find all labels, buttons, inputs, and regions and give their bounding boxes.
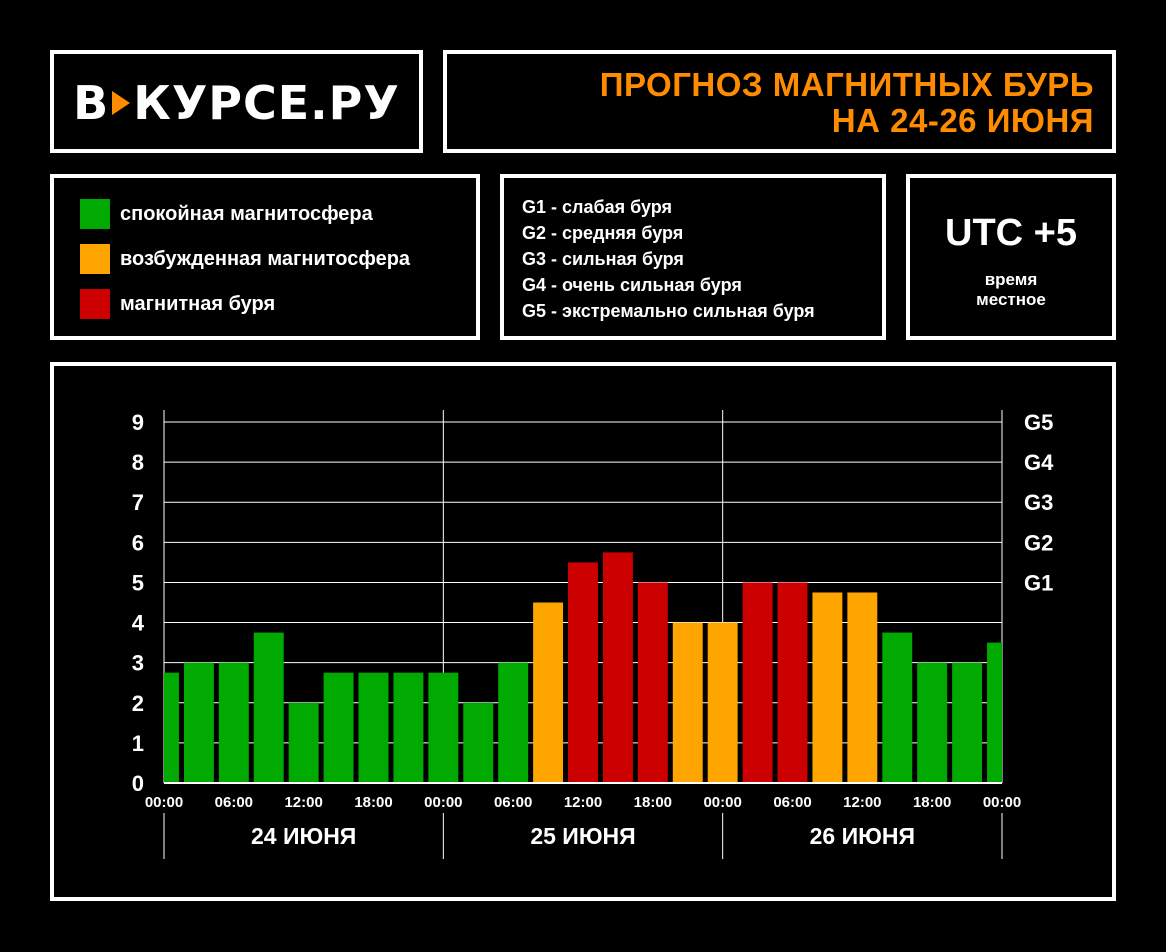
y-tick-label: 4 bbox=[132, 611, 145, 636]
y-tick-label: 7 bbox=[132, 490, 144, 515]
g-tick-label: G3 bbox=[1024, 490, 1053, 515]
bar bbox=[742, 582, 773, 783]
logo-box: В КУРСЕ.РУ bbox=[50, 50, 423, 153]
g-level-item: G2 - средняя буря bbox=[522, 223, 684, 243]
x-tick-label: 00:00 bbox=[983, 794, 1021, 811]
x-tick-label: 06:00 bbox=[494, 794, 532, 811]
bar bbox=[393, 672, 424, 783]
logo: В КУРСЕ.РУ bbox=[54, 76, 419, 130]
bar bbox=[498, 662, 529, 783]
x-tick-label: 12:00 bbox=[564, 794, 602, 811]
bar bbox=[847, 592, 878, 783]
timezone-label: UTC +5 bbox=[945, 212, 1077, 254]
bar bbox=[602, 552, 633, 783]
legend-label: спокойная магнитосфера bbox=[120, 202, 373, 225]
x-tick-label: 18:00 bbox=[634, 794, 672, 811]
y-tick-label: 3 bbox=[132, 651, 144, 676]
timezone-sub-line-2: местное bbox=[976, 290, 1046, 309]
x-tick-label: 00:00 bbox=[145, 794, 183, 811]
legend-item-storm: магнитная буря bbox=[80, 289, 275, 319]
page-title: ПРОГНОЗ МАГНИТНЫХ БУРЬ НА 24-26 ИЮНЯ bbox=[600, 67, 1094, 139]
g-level-item: G4 - очень сильная буря bbox=[522, 275, 742, 295]
g-tick-label: G4 bbox=[1024, 450, 1054, 475]
legend-label: магнитная буря bbox=[120, 292, 276, 315]
bar bbox=[568, 562, 598, 783]
chart-box: 0 1 2 3 4 5 6 7 8 9 G1 G2 G3 G4 G5 00:00 06:00 12:00 18:00… bbox=[50, 362, 1116, 901]
title-line-2: НА 24-26 ИЮНЯ bbox=[831, 102, 1094, 139]
y-tick-label: 9 bbox=[132, 410, 144, 435]
g-tick-label: G1 bbox=[1024, 570, 1053, 595]
bar bbox=[672, 622, 703, 783]
g-level-item: G5 - экстремально сильная буря bbox=[522, 301, 815, 321]
g-level-item: G3 - сильная буря bbox=[522, 249, 684, 269]
x-tick-label: 18:00 bbox=[354, 794, 392, 811]
bar bbox=[164, 672, 179, 783]
x-tick-label: 00:00 bbox=[424, 794, 462, 811]
x-tick-label: 12:00 bbox=[843, 794, 881, 811]
x-tick-label: 18:00 bbox=[913, 794, 951, 811]
y-tick-label: 0 bbox=[132, 771, 144, 796]
play-arrow-icon bbox=[112, 91, 131, 115]
bar bbox=[358, 672, 389, 783]
g-tick-label: G2 bbox=[1024, 530, 1053, 555]
timezone-sub-line-1: время bbox=[984, 270, 1038, 289]
bar bbox=[917, 662, 948, 783]
bar bbox=[777, 582, 808, 783]
g-level-item: G1 - слабая буря bbox=[522, 197, 673, 217]
logo-text-left: В bbox=[73, 76, 110, 130]
g-levels-box: G1 - слабая буря G2 - средняя буря G3 - … bbox=[500, 174, 886, 340]
timezone-subtitle: время местное bbox=[910, 270, 1112, 310]
day-label: 24 ИЮНЯ bbox=[251, 823, 356, 849]
x-tick-label: 00:00 bbox=[703, 794, 741, 811]
bar bbox=[707, 622, 738, 783]
legend-swatch-orange bbox=[80, 244, 110, 274]
bar bbox=[987, 642, 1002, 783]
bar bbox=[323, 672, 354, 783]
legend-item-active: возбужденная магнитосфера bbox=[80, 244, 410, 274]
logo-text-right: КУРСЕ.РУ bbox=[133, 76, 400, 130]
bar bbox=[428, 672, 459, 783]
g-tick-label: G5 bbox=[1024, 410, 1053, 435]
y-tick-label: 6 bbox=[132, 530, 144, 555]
legend-swatch-green bbox=[80, 199, 110, 229]
y-tick-label: 2 bbox=[132, 691, 144, 716]
bar bbox=[218, 662, 249, 783]
bar bbox=[463, 702, 494, 783]
legend-swatch-red bbox=[80, 289, 110, 319]
title-line-1: ПРОГНОЗ МАГНИТНЫХ БУРЬ bbox=[599, 66, 1094, 103]
x-tick-label: 06:00 bbox=[215, 794, 253, 811]
bar bbox=[637, 582, 668, 783]
x-tick-label: 12:00 bbox=[284, 794, 322, 811]
day-label: 25 ИЮНЯ bbox=[530, 823, 635, 849]
title-box: ПРОГНОЗ МАГНИТНЫХ БУРЬ НА 24-26 ИЮНЯ bbox=[443, 50, 1116, 153]
bar bbox=[952, 662, 983, 783]
bar bbox=[533, 602, 564, 783]
bar-chart: 0 1 2 3 4 5 6 7 8 9 G1 G2 G3 G4 G5 00:00 06:00 12:00 18:00… bbox=[132, 410, 1054, 859]
day-label: 26 ИЮНЯ bbox=[810, 823, 915, 849]
bar bbox=[183, 662, 214, 783]
bar bbox=[812, 592, 843, 783]
legend-label: возбужденная магнитосфера bbox=[120, 247, 411, 270]
legend: спокойная магнитосфера возбужденная магн… bbox=[50, 174, 480, 340]
y-tick-label: 8 bbox=[132, 450, 144, 475]
y-tick-label: 5 bbox=[132, 570, 144, 595]
timezone-box: UTC +5 время местное bbox=[906, 174, 1116, 340]
x-tick-label: 06:00 bbox=[773, 794, 811, 811]
bar bbox=[288, 702, 319, 783]
legend-item-quiet: спокойная магнитосфера bbox=[80, 199, 373, 229]
y-tick-label: 1 bbox=[132, 731, 144, 756]
bar bbox=[253, 632, 284, 783]
g-levels-list: G1 - слабая буря G2 - средняя буря G3 - … bbox=[522, 194, 815, 324]
bar bbox=[882, 632, 913, 783]
